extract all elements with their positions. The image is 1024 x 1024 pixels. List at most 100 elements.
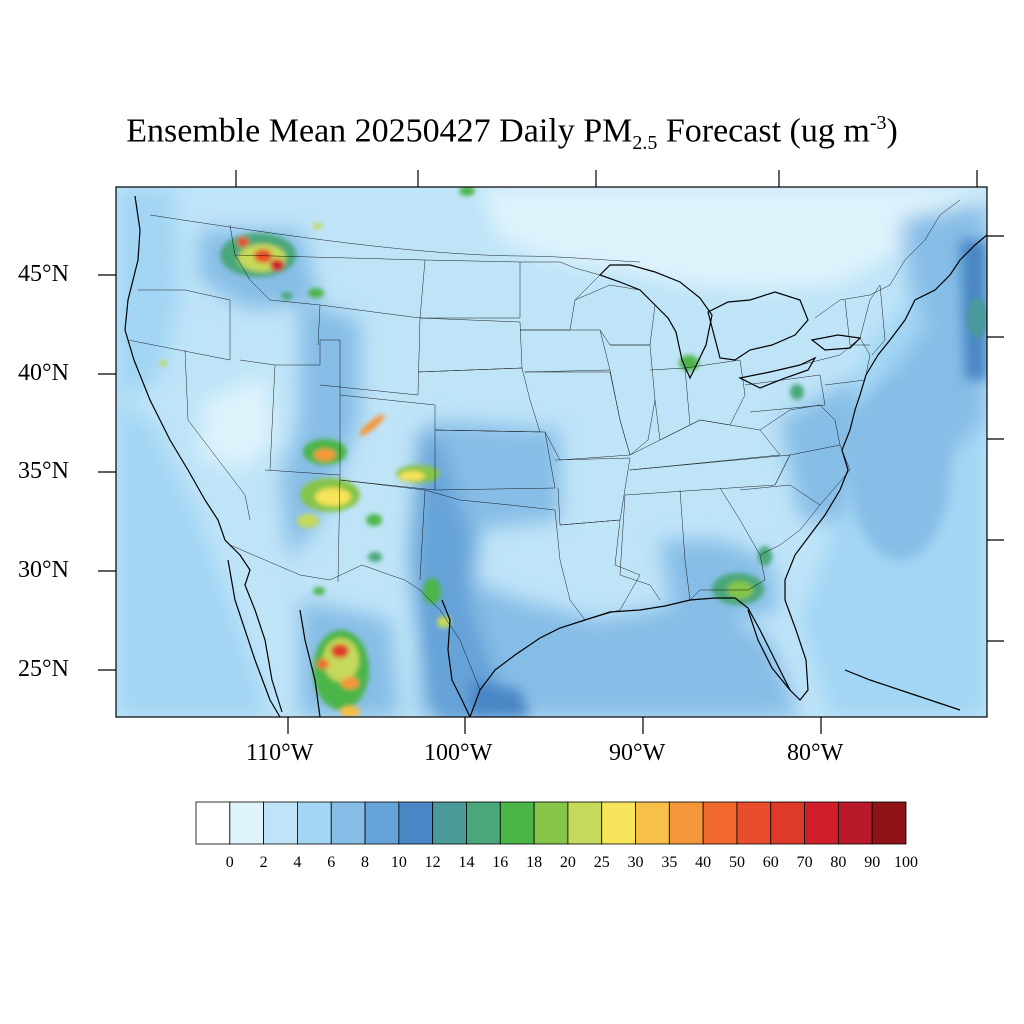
hotspot-north-canada [459,187,475,196]
hotspot-mexico-core1 [331,644,349,658]
hotspot-idaho-south [281,292,293,300]
border-ms-al [619,494,661,601]
coastline-great-lakes [598,264,713,380]
colorbar-tick-label: 80 [830,854,847,871]
hotspot-idaho-core2 [270,259,284,271]
hotspot-okla-core [399,471,425,481]
border-ok-tx [424,489,571,601]
title-close: ) [886,112,898,150]
hotspot-az-core [315,488,351,506]
border-co [339,394,436,491]
border-id-east [229,224,321,346]
colorbar-swatch [736,801,772,845]
colorbar-swatch [297,801,332,845]
colorbar-tick-label: 70 [796,854,813,871]
zone-east-coast [780,380,870,520]
hotspot-canada-tiny [313,223,323,229]
border-ga [689,487,766,601]
lon-label-110w: 110°W [246,740,314,766]
zone-pacific-sw [116,400,270,717]
colorbar-swatch [330,801,366,845]
title-main: Ensemble Mean 20250427 Daily PM [126,112,633,150]
lat-label-35: 35°N [18,458,69,484]
colorbar-tick-label: 0 [225,854,234,871]
colorbar-tick-label: 100 [894,854,918,871]
colorbar-tick-label: 40 [695,854,712,871]
colorbar-tick-label: 90 [864,854,881,871]
hotspot-montana-small [308,288,324,298]
colorbar-swatch [398,801,434,845]
bottom-ticks [287,717,822,734]
lon-label-100w: 100°W [424,740,493,766]
coastline-florida-west [747,609,791,691]
colorbar-swatch [466,801,501,845]
lat-label-25: 25°N [18,656,69,682]
lat-label-30: 30°N [18,557,69,583]
colorbar-tick-label: 4 [293,854,302,871]
hotspot-texas-border [437,616,451,628]
border-il [609,344,656,456]
colorbar-swatch [871,801,907,845]
colorbar-swatch [804,801,839,845]
coastline-lake-erie [738,356,817,389]
map-frame [115,186,988,718]
lat-label-40: 40°N [18,360,69,386]
border-mexico [229,544,481,691]
colorbar-tick-label: 6 [327,854,336,871]
colorbar-swatch [770,801,805,845]
colorbar-tick-label: 18 [526,854,543,871]
colorbar-swatch [702,801,738,845]
colorbar-tick-label: 12 [424,854,441,871]
colorbar-swatch [533,801,569,845]
border-wy [319,304,421,396]
colorbar-swatch [364,801,400,845]
border-ut-az [264,469,341,476]
top-ticks [235,170,978,187]
border-al [679,489,691,601]
colorbar-tick-label: 30 [627,854,644,871]
zone-gulf [420,560,800,717]
border-or-ca [127,339,231,361]
hotspot-michigan [679,355,699,371]
colorbar-swatch [668,801,704,845]
hotspot-coahuila [423,578,441,604]
zone-gulf-mouth [470,680,530,717]
plot-title: Ensemble Mean 20250427 Daily PM2.5 Forec… [0,112,1024,155]
hotspot-atlantic [967,298,987,338]
coastline-lake-ontario [810,334,862,351]
border-la [559,519,641,621]
colorbar-swatch [635,801,670,845]
colorbar-tick-label: 60 [762,854,779,871]
lon-label-90w: 90°W [609,740,666,766]
coastline-lake-huron [707,291,809,361]
colorbar-tick-label: 8 [361,854,370,871]
right-ticks [987,235,1004,642]
border-sc [739,484,821,556]
zone-canada-clean [480,187,987,290]
border-pa [744,374,826,413]
colorbar [195,801,907,845]
colorbar-tick-label: 50 [728,854,745,871]
colorbar-tick-label: 35 [661,854,678,871]
border-va [759,404,841,446]
lat-label-45: 45°N [18,261,69,287]
coastlines [124,195,987,717]
coastline-gulf-mexico [299,609,321,717]
border-wa-or [138,289,231,301]
colorbar-swatch [195,801,231,845]
colorbar-tick-label: 20 [559,854,576,871]
colorbar-swatch [263,801,298,845]
border-ia [520,329,611,373]
hotspot-nevada [159,360,167,366]
colorbar-swatch [499,801,535,845]
title-superscript: -3 [869,112,887,134]
border-new-england [844,299,870,346]
border-ca-nv [184,349,251,521]
hotspot-sonora-small [313,587,325,595]
coastline-pacific [124,195,283,713]
hotspot-utah-core [314,449,336,461]
hotspot-az-south [297,514,319,528]
colorbar-tick-label: 25 [593,854,610,871]
